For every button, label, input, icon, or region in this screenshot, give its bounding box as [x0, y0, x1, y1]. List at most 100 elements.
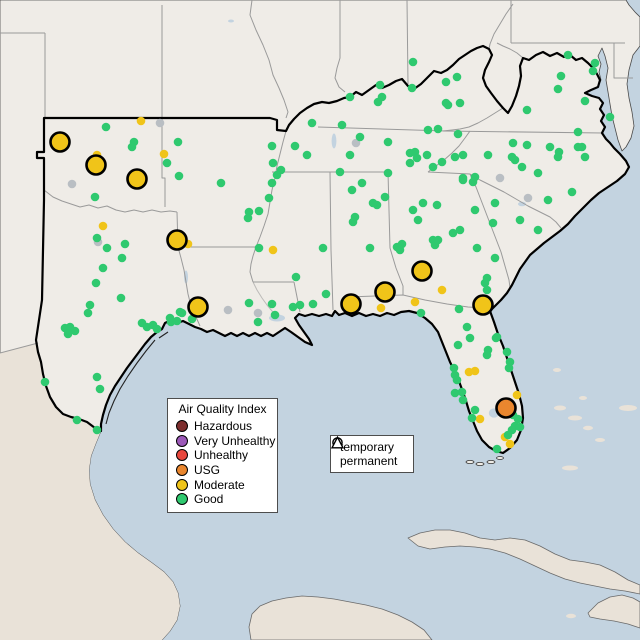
monitor-marker-good[interactable] [120, 239, 130, 249]
monitor-marker-moderate[interactable] [376, 303, 386, 313]
monitor-marker-good[interactable] [433, 235, 443, 245]
monitor-marker-good[interactable] [458, 395, 468, 405]
monitor-marker-moderate-large[interactable] [187, 296, 209, 318]
monitor-marker-good[interactable] [480, 278, 490, 288]
monitor-marker-good[interactable] [455, 225, 465, 235]
monitor-marker-good[interactable] [450, 152, 460, 162]
monitor-marker-good[interactable] [458, 175, 468, 185]
monitor-marker-moderate[interactable] [512, 390, 522, 400]
monitor-marker-moderate-large[interactable] [411, 260, 433, 282]
monitor-marker-good[interactable] [465, 333, 475, 343]
monitor-marker-good[interactable] [418, 198, 428, 208]
monitor-marker-good[interactable] [492, 444, 502, 454]
monitor-marker-moderate-large[interactable] [85, 154, 107, 176]
monitor-marker-good[interactable] [543, 195, 553, 205]
monitor-marker-good[interactable] [457, 387, 467, 397]
monitor-marker-good[interactable] [553, 152, 563, 162]
monitor-marker-good[interactable] [413, 215, 423, 225]
monitor-marker-good[interactable] [408, 57, 418, 67]
monitor-marker-good[interactable] [441, 77, 451, 87]
monitor-marker-good[interactable] [244, 298, 254, 308]
monitor-marker-good[interactable] [522, 140, 532, 150]
monitor-marker-good[interactable] [101, 122, 111, 132]
monitor-marker-good[interactable] [337, 120, 347, 130]
monitor-marker-good[interactable] [504, 363, 514, 373]
monitor-marker-good[interactable] [267, 178, 277, 188]
monitor-marker-good[interactable] [345, 150, 355, 160]
monitor-marker-good[interactable] [454, 304, 464, 314]
monitor-marker-moderate-large[interactable] [49, 131, 71, 153]
monitor-marker-good[interactable] [368, 198, 378, 208]
monitor-marker-good[interactable] [545, 142, 555, 152]
monitor-marker-good[interactable] [605, 112, 615, 122]
monitor-marker-good[interactable] [422, 150, 432, 160]
monitor-marker-good[interactable] [503, 430, 513, 440]
monitor-marker-good[interactable] [553, 84, 563, 94]
monitor-marker-good[interactable] [254, 206, 264, 216]
monitor-marker-good[interactable] [580, 152, 590, 162]
monitor-marker-good[interactable] [302, 150, 312, 160]
monitor-marker-moderate[interactable] [505, 439, 515, 449]
monitor-marker-good[interactable] [172, 316, 182, 326]
monitor-marker-good[interactable] [470, 172, 480, 182]
monitor-marker-good[interactable] [483, 150, 493, 160]
monitor-marker-good[interactable] [450, 388, 460, 398]
monitor-marker-good[interactable] [380, 192, 390, 202]
monitor-marker-moderate[interactable] [98, 221, 108, 231]
monitor-marker-good[interactable] [357, 178, 367, 188]
monitor-marker-good[interactable] [515, 215, 525, 225]
monitor-marker-good[interactable] [307, 118, 317, 128]
monitor-marker-good[interactable] [452, 375, 462, 385]
monitor-marker-good[interactable] [383, 137, 393, 147]
monitor-marker-good[interactable] [288, 302, 298, 312]
monitor-marker-good[interactable] [455, 98, 465, 108]
monitor-marker-good[interactable] [517, 162, 527, 172]
monitor-marker-good[interactable] [432, 200, 442, 210]
monitor-marker-good[interactable] [244, 207, 254, 217]
monitor-marker-moderate-large[interactable] [472, 294, 494, 316]
monitor-marker-good[interactable] [448, 228, 458, 238]
monitor-marker-moderate[interactable] [470, 366, 480, 376]
monitor-marker-moderate-large[interactable] [126, 168, 148, 190]
monitor-marker-good[interactable] [83, 308, 93, 318]
monitor-marker-good[interactable] [165, 313, 175, 323]
monitor-marker-good[interactable] [355, 132, 365, 142]
monitor-marker-good[interactable] [63, 329, 73, 339]
monitor-marker-moderate-large[interactable] [166, 229, 188, 251]
monitor-marker-good[interactable] [580, 96, 590, 106]
monitor-marker-good[interactable] [290, 141, 300, 151]
monitor-marker-good[interactable] [490, 253, 500, 263]
monitor-marker-good[interactable] [470, 205, 480, 215]
monitor-marker-good[interactable] [416, 308, 426, 318]
monitor-marker-good[interactable] [175, 307, 185, 317]
monitor-marker-usg-large[interactable] [495, 397, 517, 419]
monitor-marker-good[interactable] [397, 239, 407, 249]
monitor-marker-good[interactable] [92, 372, 102, 382]
monitor-marker-good[interactable] [70, 326, 80, 336]
monitor-marker-good[interactable] [453, 129, 463, 139]
monitor-marker-good[interactable] [90, 192, 100, 202]
monitor-marker-good[interactable] [573, 142, 583, 152]
monitor-marker-good[interactable] [373, 97, 383, 107]
monitor-marker-good[interactable] [174, 171, 184, 181]
monitor-marker-no-data[interactable] [155, 118, 165, 128]
monitor-marker-good[interactable] [272, 170, 282, 180]
monitor-marker-good[interactable] [348, 217, 358, 227]
monitor-marker-good[interactable] [533, 225, 543, 235]
monitor-marker-good[interactable] [458, 150, 468, 160]
monitor-marker-no-data[interactable] [523, 193, 533, 203]
monitor-marker-moderate[interactable] [410, 297, 420, 307]
monitor-marker-moderate-large[interactable] [340, 293, 362, 315]
monitor-marker-good[interactable] [173, 137, 183, 147]
monitor-marker-moderate[interactable] [136, 116, 146, 126]
monitor-marker-good[interactable] [98, 263, 108, 273]
monitor-marker-good[interactable] [412, 153, 422, 163]
monitor-marker-good[interactable] [433, 124, 443, 134]
monitor-marker-good[interactable] [482, 285, 492, 295]
monitor-marker-no-data[interactable] [67, 179, 77, 189]
monitor-marker-good[interactable] [449, 363, 459, 373]
monitor-marker-good[interactable] [270, 310, 280, 320]
monitor-marker-good[interactable] [95, 384, 105, 394]
monitor-marker-good[interactable] [291, 272, 301, 282]
